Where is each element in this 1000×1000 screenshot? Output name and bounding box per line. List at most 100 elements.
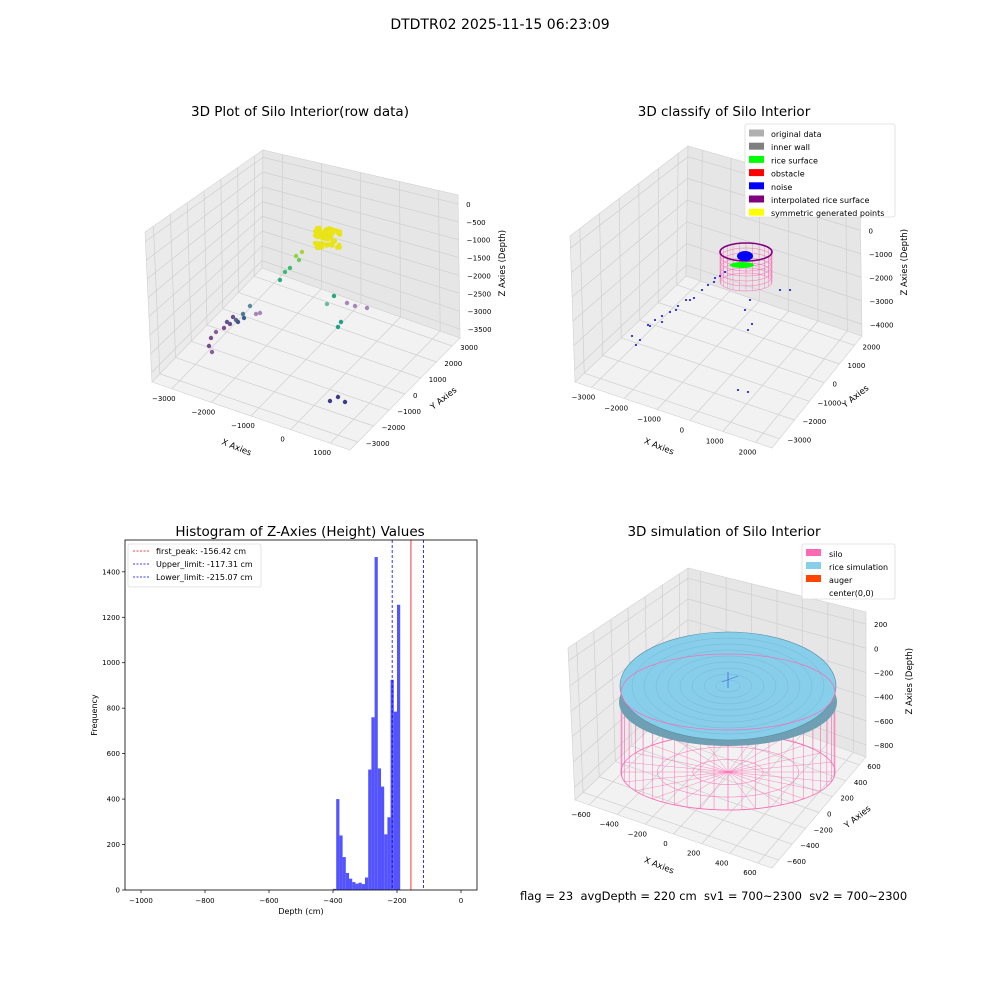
plot2-legend-swatch [749,182,764,190]
hist-bar [342,857,346,890]
plot4-ygrid [582,791,779,861]
hist-bar [339,835,343,890]
plot4-zgrid [569,598,689,687]
plot1-zlabel: Z Axies (Depth) [498,230,508,297]
plot2-interpolated-ring [719,242,773,262]
plot1-xgrid-wall [438,190,441,332]
plot1-zgrid [146,186,263,280]
plot1-point [209,349,215,355]
hist-legend-label: Upper_limit: -117.31 cm [156,560,253,569]
plot2-legend-label: inner wall [771,143,810,152]
plot4-silo-spoke [727,771,804,800]
plot4-xtick-label: −600 [571,811,590,819]
plot1-point [331,293,337,299]
plot4-silo-spoke [674,771,729,806]
plot2-zgrid-back [686,264,862,325]
plot2-xgrid-wall [729,158,732,292]
plot1-zgrid-back [262,157,459,205]
plot1-zgrid-back [261,260,460,330]
plot2-xgrid [755,330,848,443]
hist-xtick-label: −400 [323,897,342,905]
plot2-ygrid-wall [676,153,679,285]
plot2-noise-point [724,271,726,273]
plot2-noise-point [744,309,746,311]
plot2-noise-point [749,299,751,301]
plot1-zgrid-back [262,216,460,276]
plot2-ygrid [639,319,825,383]
plot2-zgrid [571,199,688,298]
plot2-ytick-label: 0 [833,381,837,389]
plot1-ygrid [222,308,421,379]
plot2-ygrid [676,284,855,346]
plot2-zgrid [573,243,687,346]
plot2-legend-swatch [749,155,764,163]
plot2-noise-point [661,321,663,323]
plot2-ztick-label: −3000 [870,298,894,306]
plot4-silo-spoke [727,761,832,773]
plot1-point [230,314,236,320]
plot2-noise-point [713,281,715,283]
hist-bar [371,717,375,890]
plot4-xtick-label: 400 [715,859,728,867]
plot2-xtick-label: −2000 [604,405,628,413]
plot1-point [282,269,288,275]
plot4-silo-spoke [727,771,821,792]
plot2-legend-swatch [749,129,764,137]
plot1-xtick-label: −3000 [152,395,176,403]
plot2-ztick-label: −4000 [870,321,894,329]
plot4-xlabel: X Axies [642,856,675,877]
plot1-point [314,232,320,238]
plot4-silo-spoke [727,738,782,773]
plot2-xgrid [591,280,701,388]
plot2-xgrid [624,290,731,399]
plot1-ytick-label: −1000 [397,408,421,416]
plot1-ytick-label: 0 [413,392,417,400]
plot1-point [316,225,322,231]
plot4-rice-mesh [679,661,777,711]
plot4-legend-swatch [806,562,821,569]
plot4-silo-spoke [700,771,729,809]
hist-bar [387,817,391,890]
plot4-silo-spoke [727,752,821,773]
plot2-noise-point [685,299,687,301]
plot1-point [299,249,305,255]
plot1-zgrid [149,230,263,336]
plot2-noise-point [737,389,739,391]
plot2-ygrid-wall [599,213,604,356]
figure-suptitle: DTDTR02 2025-11-15 06:23:09 [390,17,610,33]
plot2-xgrid [722,320,819,432]
plot4-ylabel: Y Axies [842,804,874,832]
plot2-noise-point [707,284,709,286]
plot2-noise-point [779,289,781,291]
hist-bar [336,799,340,890]
plot2-noise-point [639,339,641,341]
hist-bar [333,888,337,890]
plot4-title: 3D simulation of Silo Interior [627,524,821,540]
plot4-legend-label: silo [829,550,843,559]
plot1-ztick-label: −1500 [467,255,491,263]
plot4-zlabel: Z Axies (Depth) [905,648,915,715]
plot1-zgrid-back [262,171,459,223]
plot2-legend-label: noise [771,183,792,192]
plot2-xtick-label: −3000 [572,394,596,402]
plot2-ygrid-wall [618,198,622,338]
plot4-ytick-label: 0 [827,811,831,819]
plot1-xtick-label: 0 [280,436,284,444]
plot2-noise-point [689,299,691,301]
plot4-rice-mesh [643,643,813,729]
plot1-point [235,319,241,325]
plot2-zgrid-back [686,221,862,278]
plot1-ytick-label: 2000 [444,360,462,368]
plot4-rice-mesh [631,637,825,735]
hist-ytick-label: 0 [116,887,120,895]
plot1-ztick-label: −3000 [468,308,492,316]
plot4-legend-label: rice simulation [829,563,888,572]
plot2-noise-point [669,311,671,313]
plot2-ygrid-wall [579,228,585,374]
plot2-zgrid [574,264,687,371]
plot1-ygrid [159,373,358,443]
hist-xtick-label: −600 [259,897,278,905]
hist-ytick-label: 1000 [102,659,120,667]
plot2-noise-point [647,324,649,326]
